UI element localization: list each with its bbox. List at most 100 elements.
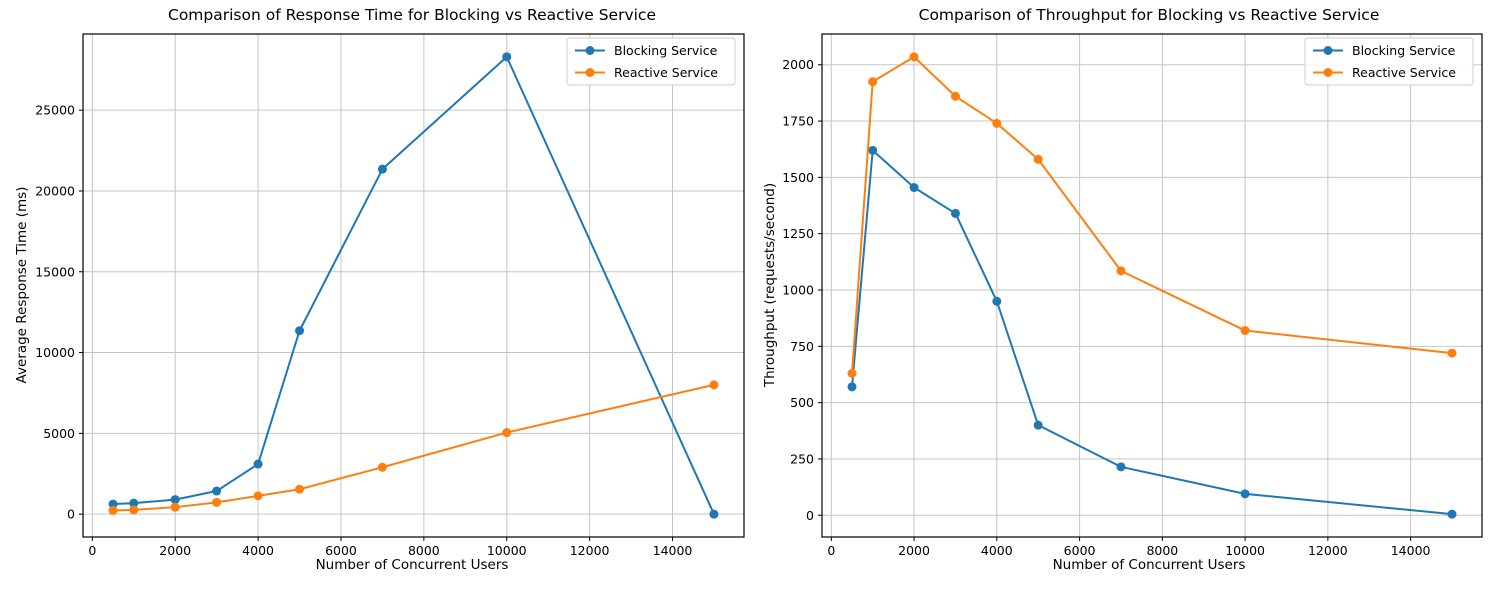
data-point bbox=[950, 208, 960, 218]
throughput-chart-canvas: 0 2000 4000 6000 8000 10000 12000 14000 0 250 500 7… bbox=[782, 33, 1483, 558]
series-line-blocking-service bbox=[112, 55, 715, 515]
x-tick-label: 14000 bbox=[1391, 543, 1431, 558]
x-tick-label: 10000 bbox=[1225, 543, 1265, 558]
y-tick-label: 1750 bbox=[782, 114, 814, 129]
legend: Blocking Service Reactive Service bbox=[1304, 37, 1474, 86]
y-tick-label: 250 bbox=[790, 451, 814, 466]
data-point bbox=[847, 382, 857, 392]
data-point bbox=[129, 505, 139, 515]
x-tick-label: 8000 bbox=[408, 543, 440, 558]
x-tick-label: 12000 bbox=[1308, 543, 1348, 558]
series-markers-reactive-service bbox=[847, 52, 1457, 378]
data-point bbox=[709, 509, 719, 519]
x-tick-label: 10000 bbox=[487, 543, 527, 558]
legend-label-reactive-service: Reactive Service bbox=[614, 65, 718, 80]
tick-labels: 0 2000 4000 6000 8000 10000 12000 14000 0 250 500 7… bbox=[782, 57, 1430, 558]
data-point bbox=[909, 183, 919, 193]
y-axis-label: Average Response Time (ms) bbox=[14, 186, 30, 384]
x-tick-label: 14000 bbox=[653, 543, 693, 558]
x-tick-label: 0 bbox=[88, 543, 96, 558]
y-tick-label: 15000 bbox=[35, 264, 75, 279]
x-tick-label: 6000 bbox=[1064, 543, 1096, 558]
series-markers-blocking-service bbox=[108, 52, 719, 519]
y-tick-label: 2000 bbox=[782, 57, 814, 72]
data-point bbox=[1116, 462, 1126, 472]
series-line-blocking-service bbox=[851, 149, 1453, 516]
y-tick-label: 750 bbox=[790, 339, 814, 354]
legend: Blocking Service Reactive Service bbox=[566, 37, 736, 86]
y-tick-label: 10000 bbox=[35, 345, 75, 360]
data-point bbox=[377, 462, 387, 472]
y-tick-label: 500 bbox=[790, 395, 814, 410]
data-point bbox=[502, 52, 512, 62]
gridlines bbox=[83, 34, 744, 537]
legend-label-blocking-service: Blocking Service bbox=[614, 43, 718, 58]
data-point bbox=[108, 505, 118, 515]
x-axis-label: Number of Concurrent Users bbox=[1052, 557, 1246, 573]
series-markers-reactive-service bbox=[108, 380, 719, 515]
legend-box bbox=[566, 37, 736, 86]
data-point bbox=[170, 495, 180, 505]
x-tick-label: 2000 bbox=[159, 543, 191, 558]
legend-label-blocking-service: Blocking Service bbox=[1352, 43, 1456, 58]
data-point bbox=[253, 491, 263, 501]
y-tick-label: 0 bbox=[67, 507, 75, 522]
data-point bbox=[212, 497, 222, 507]
data-point bbox=[709, 380, 719, 390]
data-point bbox=[129, 498, 139, 508]
y-tick-label: 25000 bbox=[35, 103, 75, 118]
data-point bbox=[992, 118, 1002, 128]
y-tick-label: 1000 bbox=[782, 283, 814, 298]
y-tick-label: 5000 bbox=[43, 426, 75, 441]
legend-marker-blocking-service bbox=[585, 46, 595, 55]
y-tick-label: 1500 bbox=[782, 170, 814, 185]
x-tick-label: 12000 bbox=[570, 543, 610, 558]
data-point bbox=[1116, 266, 1126, 276]
data-point bbox=[1033, 154, 1043, 164]
legend-label-reactive-service: Reactive Service bbox=[1352, 65, 1456, 80]
data-point bbox=[847, 368, 857, 378]
x-tick-label: 8000 bbox=[1146, 543, 1178, 558]
data-point bbox=[992, 296, 1002, 306]
legend-marker-reactive-service bbox=[585, 68, 595, 77]
series-markers-blocking-service bbox=[847, 145, 1457, 519]
x-tick-label: 4000 bbox=[981, 543, 1013, 558]
y-axis-label: Throughput (requests/second) bbox=[762, 182, 778, 388]
data-point bbox=[950, 91, 960, 101]
x-axis-label: Number of Concurrent Users bbox=[315, 557, 509, 573]
x-tick-label: 2000 bbox=[898, 543, 930, 558]
y-tick-label: 20000 bbox=[35, 183, 75, 198]
x-tick-label: 0 bbox=[827, 543, 835, 558]
y-tick-label: 1250 bbox=[782, 226, 814, 241]
data-point bbox=[1240, 326, 1250, 336]
legend-marker-reactive-service bbox=[1323, 68, 1333, 77]
data-point bbox=[212, 486, 222, 496]
data-point bbox=[868, 77, 878, 87]
data-point bbox=[868, 145, 878, 155]
series-line-reactive-service bbox=[113, 383, 715, 512]
data-point bbox=[295, 326, 305, 336]
x-tick-label: 6000 bbox=[325, 543, 357, 558]
y-tick-label: 0 bbox=[806, 508, 814, 523]
response-time-chart: 0 2000 4000 6000 8000 10000 12000 14000 0 5000 100… bbox=[14, 6, 745, 573]
data-point bbox=[295, 484, 305, 494]
series-line-reactive-service bbox=[851, 55, 1453, 374]
gridlines bbox=[822, 34, 1482, 537]
data-point bbox=[170, 502, 180, 512]
legend-marker-blocking-service bbox=[1323, 46, 1333, 55]
legend-box bbox=[1304, 37, 1474, 86]
x-tick-label: 4000 bbox=[242, 543, 274, 558]
axes-spines bbox=[82, 33, 745, 538]
data-point bbox=[253, 459, 263, 469]
tick-labels: 0 2000 4000 6000 8000 10000 12000 14000 0 5000 100… bbox=[35, 103, 692, 558]
throughput-chart: 0 2000 4000 6000 8000 10000 12000 14000 0 250 500 7… bbox=[745, 0, 1490, 590]
data-point bbox=[1033, 420, 1043, 430]
data-point bbox=[1447, 348, 1457, 358]
data-point bbox=[377, 164, 387, 174]
data-point bbox=[502, 428, 512, 438]
axes-spines bbox=[821, 33, 1483, 538]
chart-title: Comparison of Response Time for Blocking… bbox=[168, 6, 656, 24]
data-point bbox=[1240, 489, 1250, 499]
chart-title: Comparison of Throughput for Blocking vs… bbox=[918, 6, 1380, 24]
